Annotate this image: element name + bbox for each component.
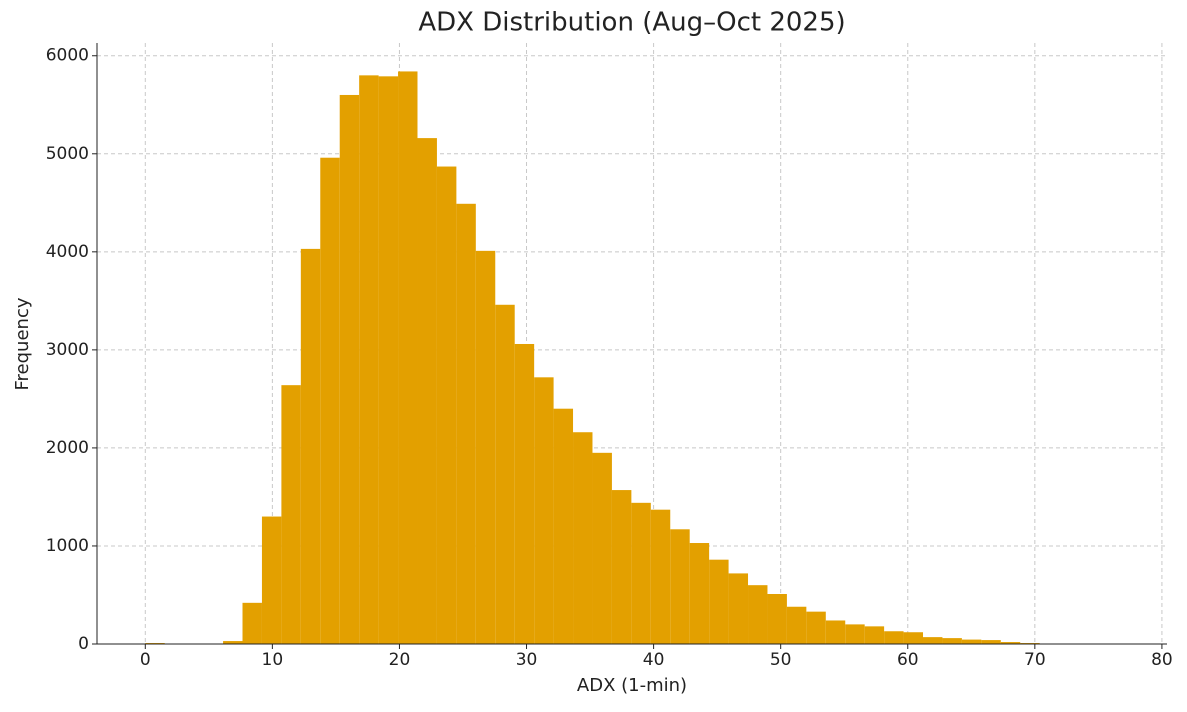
bar [981, 640, 1000, 644]
bar [437, 167, 456, 644]
bar [262, 517, 281, 644]
bar [243, 603, 262, 644]
bar [379, 76, 398, 644]
bar [729, 573, 748, 644]
bar [670, 529, 689, 644]
bar [534, 377, 553, 644]
y-tick-label: 0 [78, 634, 89, 654]
bar [884, 631, 903, 644]
bar [301, 249, 320, 644]
bar [417, 138, 436, 644]
bar [787, 607, 806, 644]
bar [281, 385, 300, 644]
bar [612, 490, 631, 644]
y-tick-label: 5000 [46, 144, 89, 164]
y-tick-label: 3000 [46, 340, 89, 360]
bar [709, 560, 728, 644]
x-axis-label: ADX (1-min) [577, 675, 687, 696]
y-tick-label: 2000 [46, 438, 89, 458]
x-tick-label: 50 [770, 650, 792, 670]
bar [923, 637, 942, 644]
bar [631, 503, 650, 644]
bar [806, 612, 825, 644]
bar [456, 204, 475, 644]
bar [826, 620, 845, 644]
bar [904, 632, 923, 644]
bar [573, 432, 592, 644]
bar [845, 624, 864, 644]
y-tick-label: 4000 [46, 242, 89, 262]
bar [592, 453, 611, 644]
chart-title: ADX Distribution (Aug–Oct 2025) [418, 8, 845, 38]
x-tick-label: 80 [1151, 650, 1173, 670]
y-axis-label: Frequency [12, 297, 33, 390]
bar [865, 626, 884, 644]
bar [767, 594, 786, 644]
bar [690, 543, 709, 644]
bar [651, 510, 670, 644]
bar [495, 305, 514, 644]
bar [962, 640, 981, 644]
x-tick-label: 60 [897, 650, 919, 670]
x-tick-label: 10 [262, 650, 284, 670]
y-tick-label: 6000 [46, 46, 89, 66]
x-tick-label: 40 [643, 650, 665, 670]
x-tick-label: 30 [516, 650, 538, 670]
bar [359, 75, 378, 644]
y-tick-label: 1000 [46, 536, 89, 556]
x-tick-label: 20 [389, 650, 411, 670]
x-tick-label: 0 [140, 650, 151, 670]
bar [340, 95, 359, 644]
bar [320, 158, 339, 644]
bar [476, 251, 495, 644]
bar [942, 638, 961, 644]
bar [554, 409, 573, 644]
bar [748, 585, 767, 644]
bar [515, 344, 534, 644]
x-tick-label: 70 [1024, 650, 1046, 670]
bar [398, 71, 417, 644]
